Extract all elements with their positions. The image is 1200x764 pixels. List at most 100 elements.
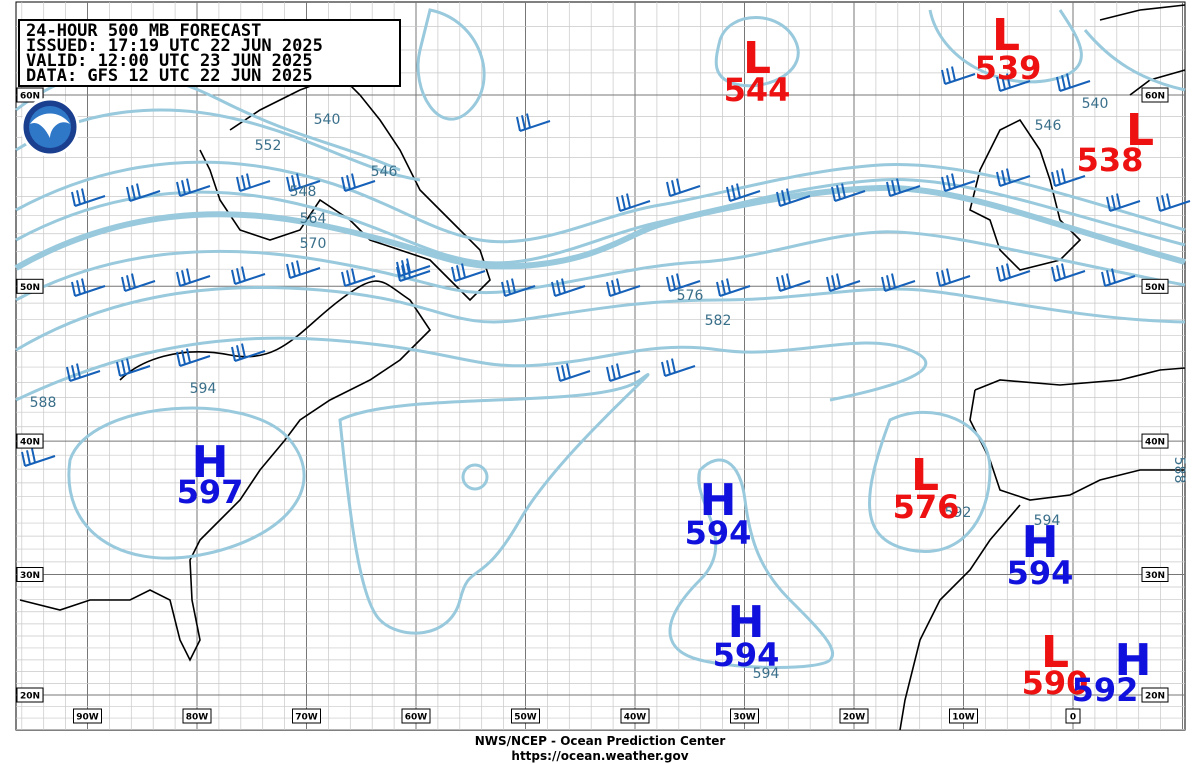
barb-shaft [74, 195, 106, 207]
lon-label: 70W [295, 713, 318, 723]
center-value: 594 [1007, 554, 1074, 592]
lat-label-box [16, 87, 44, 103]
barb-feather [951, 66, 956, 81]
barb-feather [396, 261, 401, 277]
barb-feather [566, 363, 571, 378]
barb-feather [121, 360, 126, 375]
height-contour [67, 406, 306, 560]
barb-feather [896, 178, 901, 193]
barb-feather [121, 276, 126, 292]
barb-feather [1001, 75, 1006, 90]
graticule-labels: 60N 60N 50N 50N 40N 40N 30N 30N 20N 20N 90W 80W 70W 6… [16, 87, 1169, 724]
barb-feather [451, 266, 456, 282]
barb-feather [836, 185, 841, 200]
barb-feather [521, 115, 526, 130]
barb-shaft [74, 285, 106, 297]
barb-feather [1166, 193, 1171, 208]
lon-label: 0 [1070, 713, 1076, 723]
barb-shaft [834, 190, 866, 202]
barb-feather [886, 275, 891, 290]
barb-feather [526, 113, 531, 128]
barb-feather [401, 265, 406, 280]
barb-feather [941, 176, 946, 192]
barb-feather [1156, 196, 1161, 212]
contour-label: 582 [705, 313, 732, 329]
barb-shaft [289, 267, 321, 279]
barb-feather [941, 270, 946, 285]
height-contour [714, 16, 800, 88]
barb-feather [76, 190, 81, 205]
lat-label-box [16, 278, 44, 294]
barb-shaft [289, 180, 321, 192]
barb-feather [561, 365, 566, 380]
lat-label: 50N [20, 283, 40, 293]
barb-feather [616, 278, 621, 293]
barb-feather [826, 276, 831, 292]
barb-feather [176, 271, 181, 287]
barb-shaft [1054, 270, 1086, 282]
barb-shaft [124, 280, 156, 292]
barb-feather [941, 69, 946, 85]
center-letter: H [1115, 635, 1152, 686]
barb-feather [831, 275, 836, 290]
barb-feather [131, 185, 136, 200]
barb-feather [1101, 271, 1106, 287]
barb-shaft [559, 370, 591, 382]
lon-label-box [730, 708, 759, 724]
barb-feather [76, 280, 81, 295]
barb-feather [236, 345, 241, 360]
lon-label-box [511, 708, 540, 724]
lat-label: 20N [20, 692, 40, 702]
barb-feather [671, 180, 676, 195]
lat-label: 30N [1145, 571, 1165, 581]
barb-feather [26, 450, 31, 465]
barb-feather [1061, 263, 1066, 278]
contour-label: 548 [290, 184, 317, 200]
lat-label-box [1141, 687, 1169, 703]
barb-feather [1161, 195, 1166, 210]
map-frame [15, 1, 1186, 731]
center-value: 594 [713, 636, 780, 674]
barb-feather [346, 270, 351, 285]
barb-feather [556, 366, 561, 382]
lon-label-box [292, 708, 321, 724]
barb-shaft [729, 190, 761, 202]
barb-shaft [669, 185, 701, 197]
barb-feather [236, 176, 241, 192]
barb-shaft [829, 280, 861, 292]
barb-feather [616, 363, 621, 378]
barb-feather [291, 175, 296, 190]
lat-label-box [1141, 566, 1169, 582]
barb-shaft [1104, 275, 1136, 287]
barb-feather [1116, 193, 1121, 208]
center-letter: L [1126, 105, 1154, 156]
barb-feather [616, 196, 621, 212]
height-contour [14, 184, 1186, 271]
contour-label: 588 [1171, 457, 1187, 484]
barb-feather [671, 358, 676, 373]
barb-shaft [1159, 200, 1191, 212]
barb-feather [781, 190, 786, 205]
barb-feather [71, 281, 76, 297]
barb-feather [501, 281, 506, 297]
lon-label: 10W [952, 713, 975, 723]
center-letter: H [728, 597, 765, 648]
contour-label: 540 [1082, 96, 1109, 112]
barb-feather [1056, 265, 1061, 280]
barb-feather [671, 275, 676, 290]
barb-feather [936, 271, 941, 287]
lat-label: 60N [20, 92, 40, 102]
barb-shaft [504, 285, 536, 297]
barb-feather [181, 270, 186, 285]
barb-feather [346, 175, 351, 190]
barb-shaft [719, 285, 751, 297]
barb-feather [666, 360, 671, 375]
barb-feather [1006, 168, 1011, 183]
barb-shaft [1109, 200, 1141, 212]
header-box: 24-HOUR 500 MB FORECAST ISSUED: 17:19 UT… [18, 19, 401, 87]
barb-feather [726, 278, 731, 293]
lat-label-box [16, 433, 44, 449]
barb-shaft [179, 275, 211, 287]
lon-label: 80W [186, 713, 209, 723]
barb-shaft [669, 280, 701, 292]
